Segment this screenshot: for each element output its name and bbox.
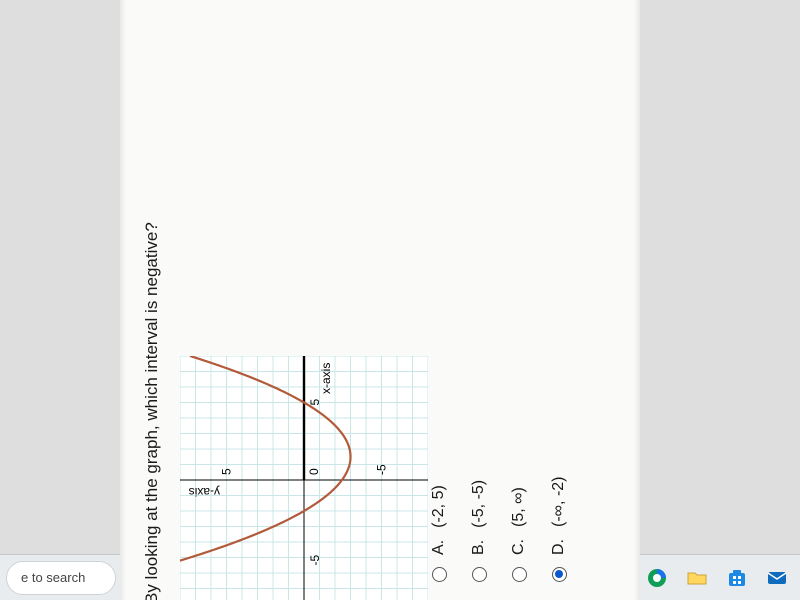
option-text: (-2, 5) <box>430 485 448 528</box>
search-placeholder: e to search <box>21 570 85 585</box>
graph: 5 -5 5 -5 0 x-axis y-axis <box>180 356 428 600</box>
option-b[interactable]: B. (-5, -5) <box>470 476 488 582</box>
store-icon[interactable] <box>720 561 754 595</box>
option-letter: B. <box>470 540 488 555</box>
option-letter: A. <box>430 540 448 555</box>
search-input[interactable]: e to search <box>6 561 116 595</box>
radio-icon <box>472 567 487 582</box>
option-letter: D. <box>550 539 568 555</box>
option-letter: C. <box>510 539 528 555</box>
radio-icon <box>552 567 567 582</box>
answer-options: A. (-2, 5) B. (-5, -5) C. (5, ∞) D. (-∞,… <box>430 476 568 582</box>
option-text: (-5, -5) <box>470 480 488 528</box>
svg-text:x-axis: x-axis <box>319 363 333 394</box>
option-a[interactable]: A. (-2, 5) <box>430 476 448 582</box>
question-prompt: By looking at the graph, which interval … <box>142 0 162 600</box>
option-text: (-∞, -2) <box>550 476 568 527</box>
option-text: (5, ∞) <box>510 487 528 527</box>
file-explorer-icon[interactable] <box>680 561 714 595</box>
edge-icon[interactable] <box>640 561 674 595</box>
svg-text:y-axis: y-axis <box>189 485 220 499</box>
svg-text:0: 0 <box>307 468 321 475</box>
radio-icon <box>432 567 447 582</box>
svg-text:-5: -5 <box>308 555 322 566</box>
svg-text:5: 5 <box>220 468 234 475</box>
option-c[interactable]: C. (5, ∞) <box>510 476 528 582</box>
question-card: By looking at the graph, which interval … <box>120 0 640 600</box>
svg-text:-5: -5 <box>375 464 389 475</box>
svg-text:5: 5 <box>308 399 322 406</box>
mail-icon[interactable] <box>760 561 794 595</box>
option-d[interactable]: D. (-∞, -2) <box>550 476 568 582</box>
radio-icon <box>512 567 527 582</box>
